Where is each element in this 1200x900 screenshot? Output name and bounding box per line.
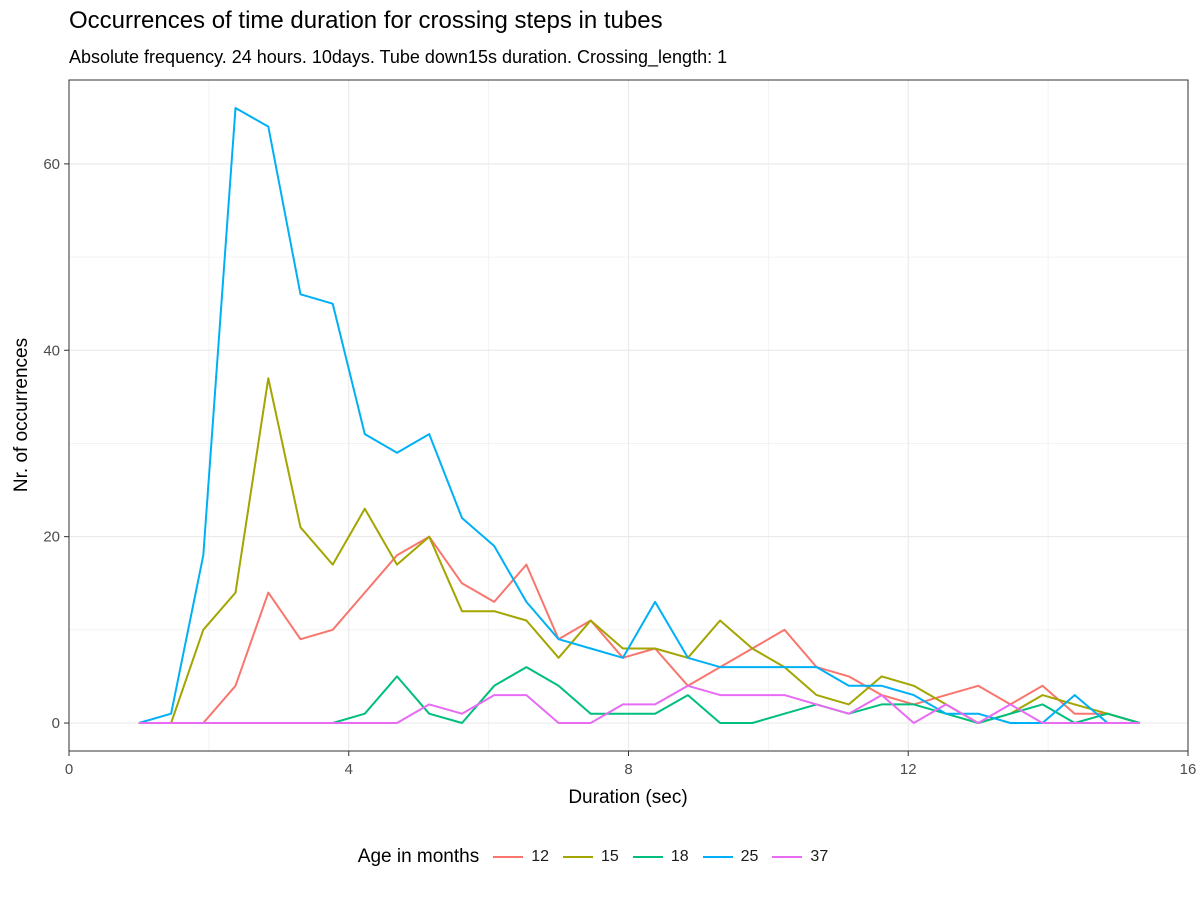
x-tick-label: 0 — [65, 761, 73, 778]
series-line-12 — [138, 535, 1140, 724]
legend-key — [493, 856, 524, 858]
legend-label: 25 — [740, 848, 759, 865]
legend-items: 12 15 18 25 37 — [493, 848, 842, 866]
x-tick-label: 12 — [900, 761, 917, 778]
legend-item-25: 25 — [702, 848, 759, 866]
chart-title: Occurrences of time duration for crossin… — [69, 7, 663, 34]
legend-key — [702, 856, 733, 858]
y-axis-label: Nr. of occurrences — [11, 338, 32, 492]
legend-label: 12 — [531, 848, 550, 865]
legend-label: 37 — [810, 848, 829, 865]
legend-item-18: 18 — [632, 848, 689, 866]
y-tick-label: 40 — [43, 342, 60, 359]
x-tick-label: 4 — [345, 761, 353, 778]
legend: Age in months 12 15 18 25 37 — [0, 846, 1200, 868]
series-line-37 — [138, 684, 1140, 724]
legend-title: Age in months — [357, 846, 480, 867]
y-axis: 0 20 40 60 — [43, 156, 69, 732]
y-tick-label: 60 — [43, 156, 60, 173]
legend-key — [772, 856, 803, 858]
legend-label: 15 — [601, 848, 619, 865]
legend-label: 18 — [670, 848, 689, 865]
y-tick-label: 20 — [43, 529, 60, 546]
chart-subtitle: Absolute frequency. 24 hours. 10days. Tu… — [69, 47, 728, 67]
legend-item-37: 37 — [772, 848, 828, 866]
x-tick-label: 8 — [624, 761, 632, 778]
legend-item-15: 15 — [563, 848, 619, 866]
major-gridlines — [68, 80, 1189, 751]
series-line-25 — [138, 107, 1140, 724]
legend-key — [632, 856, 663, 858]
x-axis: 0 4 8 12 16 — [65, 751, 1197, 778]
y-tick-label: 0 — [52, 715, 60, 732]
x-tick-label: 16 — [1180, 761, 1197, 778]
series-lines — [138, 107, 1140, 724]
x-axis-label: Duration (sec) — [568, 787, 687, 808]
legend-item-12: 12 — [493, 848, 549, 866]
legend-key — [563, 856, 594, 858]
